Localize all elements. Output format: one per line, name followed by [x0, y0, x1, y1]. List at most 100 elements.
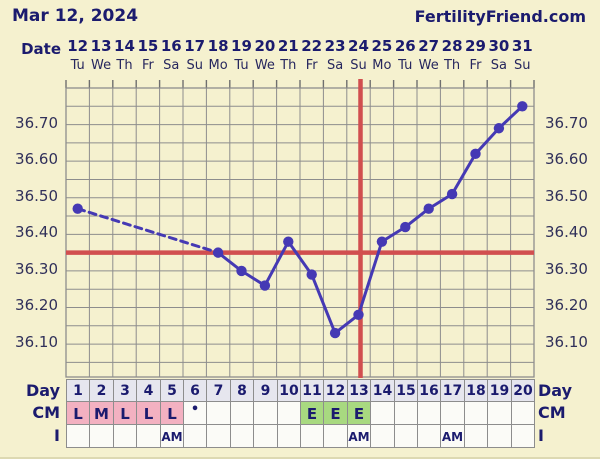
weekday-tick-label: Mo — [372, 58, 392, 73]
date-tick-label: 15 — [137, 37, 159, 55]
plot-border — [65, 87, 535, 378]
weekday-tick-label: Fr — [305, 58, 318, 73]
temperature-line-segment — [474, 126, 501, 156]
intercourse-cell — [277, 424, 301, 448]
intercourse-cell — [206, 424, 231, 448]
cm-cell: E — [347, 401, 371, 425]
intercourse-cell — [66, 424, 90, 448]
bottom-edge — [0, 457, 600, 459]
temperature-point — [517, 101, 528, 112]
weekday-tick-label: Th — [443, 58, 461, 73]
weekday-tick-label: Su — [350, 58, 367, 73]
date-tick-label: 29 — [465, 37, 486, 55]
temperature-point — [212, 247, 224, 258]
day-cell: 7 — [206, 379, 231, 402]
cm-cell — [206, 401, 231, 425]
cm-cell: L — [113, 401, 137, 425]
row-label-intercourse: I — [54, 426, 60, 445]
date-tick-label: 16 — [160, 37, 182, 55]
y-tick-label-right: 36.40 — [545, 223, 588, 242]
temperature-point — [376, 236, 388, 247]
date-tick-label: 13 — [90, 37, 112, 55]
brand-watermark[interactable]: FertilityFriend.com — [414, 7, 586, 26]
date-tick-label: 24 — [348, 37, 369, 55]
date-tick-label: 27 — [418, 37, 440, 55]
temperature-line-segment — [286, 240, 314, 277]
weekday-tick-label: Th — [280, 58, 297, 73]
date-tick-label: 19 — [231, 37, 252, 55]
day-cell: 8 — [230, 379, 254, 402]
day-cell: 11 — [300, 379, 324, 402]
temperature-point — [423, 203, 434, 214]
weekday-tick-label: We — [254, 58, 275, 73]
weekday-tick-label: Sa — [163, 58, 180, 73]
temperature-line-segment — [76, 207, 220, 255]
date-tick-label: 14 — [114, 37, 135, 55]
weekday-tick-label: Tu — [70, 58, 85, 73]
y-tick-label-right: 36.10 — [545, 333, 588, 352]
day-cell: 14 — [370, 379, 395, 402]
weekday-tick-label: Sa — [490, 58, 507, 73]
weekday-tick-label: Su — [186, 58, 203, 73]
intercourse-cell — [370, 424, 395, 448]
date-tick-label: 21 — [277, 37, 299, 55]
cm-cell — [464, 401, 488, 425]
cm-cell — [487, 401, 512, 425]
temperature-point — [72, 203, 83, 214]
intercourse-cell — [464, 424, 488, 448]
cm-cell — [394, 401, 418, 425]
cm-cell — [370, 401, 395, 425]
date-tick-label: 26 — [394, 37, 416, 55]
weekday-tick-label: Sa — [326, 58, 344, 73]
intercourse-cell: AM — [440, 424, 465, 448]
day-cell: 4 — [136, 379, 161, 402]
temperature-point — [329, 327, 341, 339]
weekday-tick-label: Fr — [469, 58, 482, 73]
cm-cell — [277, 401, 301, 425]
date-tick-label: 23 — [324, 37, 346, 55]
y-tick-label-left: 36.50 — [15, 186, 58, 205]
cm-cell: • — [183, 401, 207, 425]
cm-cell — [230, 401, 254, 425]
temperature-point — [493, 123, 505, 134]
intercourse-cell — [323, 424, 348, 448]
cm-cell: E — [300, 401, 324, 425]
day-cell: 1 — [66, 379, 90, 402]
temperature-line-segment — [357, 240, 384, 317]
date-tick-label: 28 — [441, 37, 463, 55]
cm-cell — [440, 401, 465, 425]
row-label-cm-right: CM — [538, 403, 566, 422]
weekday-tick-label: Su — [514, 58, 531, 73]
day-cell: 18 — [464, 379, 488, 402]
weekday-tick-label: Fr — [141, 58, 154, 73]
date-tick-label: 31 — [511, 37, 533, 55]
row-label-cm: CM — [32, 403, 60, 422]
cm-cell: L — [160, 401, 184, 425]
intercourse-cell — [394, 424, 418, 448]
y-tick-label-left: 36.20 — [15, 296, 58, 315]
day-cell: 15 — [394, 379, 418, 402]
row-label-day: Day — [25, 381, 60, 400]
temperature-point — [470, 148, 481, 160]
intercourse-cell — [487, 424, 512, 448]
cm-cell — [511, 401, 535, 425]
temperature-point — [236, 265, 247, 277]
cm-cell: L — [66, 401, 90, 425]
y-tick-label-left: 36.30 — [15, 259, 58, 278]
temperature-point — [446, 188, 458, 200]
row-label-day-right: Day — [538, 381, 573, 400]
date-tick-label: 17 — [184, 37, 206, 55]
intercourse-cell — [253, 424, 278, 448]
weekday-tick-label: Tu — [398, 58, 413, 73]
temperature-line-segment — [310, 273, 337, 335]
weekday-tick-label: We — [91, 58, 112, 73]
intercourse-cell — [300, 424, 324, 448]
y-tick-label-right: 36.20 — [545, 296, 588, 315]
temperature-point — [400, 221, 411, 233]
y-tick-label-left: 36.40 — [15, 223, 58, 242]
cm-cell: E — [323, 401, 348, 425]
intercourse-cell — [417, 424, 441, 448]
day-cell: 10 — [277, 379, 301, 402]
weekday-tick-label: Th — [116, 58, 133, 73]
